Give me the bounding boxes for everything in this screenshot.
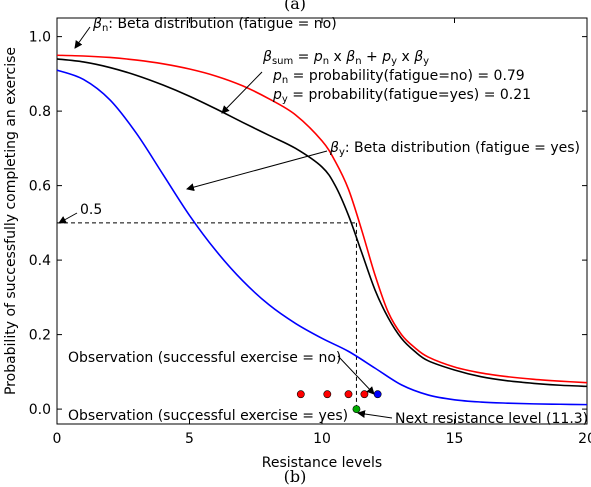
pn-annotation: pn = probability(fatigue=no) = 0.79 (272, 68, 525, 86)
x-tick-label: 15 (446, 431, 464, 447)
series-line-beta-n (56, 54, 588, 384)
x-tick-label: 0 (53, 431, 62, 447)
obs-yes-annotation: Observation (successful exercise = yes) (68, 408, 348, 424)
arrow-next-level (357, 410, 393, 419)
y-tick-label: 0.2 (29, 328, 51, 344)
observation-failed-point (296, 390, 305, 399)
series-line-beta-y (56, 69, 588, 406)
bottom-caption: (b) (284, 467, 307, 486)
observation-success-point (373, 390, 382, 399)
series-line-beta-sum (56, 58, 588, 388)
y-tick-label: 0.6 (29, 179, 51, 195)
arrow-beta-sum (221, 71, 263, 114)
top-caption: (a) (284, 0, 306, 13)
arrow-beta-n (74, 26, 91, 49)
y-tick-label: 0.8 (29, 104, 51, 120)
x-tick-label: 20 (578, 431, 591, 447)
next-level-point (352, 405, 361, 414)
x-tick-label: 10 (313, 431, 331, 447)
annotation-arrows (58, 26, 393, 419)
y-tick-label: 1.0 (29, 30, 51, 46)
beta-n-annotation: βn: Beta distribution (fatigue = no) (92, 16, 337, 34)
beta-y-annotation: βy: Beta distribution (fatigue = yes) (329, 140, 580, 158)
arrow-half-label (58, 212, 78, 224)
observation-failed-point (344, 390, 353, 399)
arrow-obs-no (337, 355, 375, 395)
obs-no-annotation: Observation (successful exercise = no) (68, 350, 341, 366)
series-curves (56, 54, 588, 406)
y-axis-label: Probability of successfully completing a… (3, 47, 19, 395)
py-annotation: py = probability(fatigue=yes) = 0.21 (272, 87, 531, 105)
x-tick-label: 5 (185, 431, 194, 447)
beta-sum-annotation: βsum = pn x βn + py x βy (262, 49, 429, 67)
half-label: 0.5 (80, 202, 102, 218)
observation-points (296, 390, 382, 414)
axis-ticks: 0 5 10 15 20 0.0 0.2 0.4 0.6 0.8 1.0 (29, 18, 591, 447)
y-tick-label: 0.0 (29, 402, 51, 418)
x-axis-label: Resistance levels (262, 455, 382, 471)
y-tick-label: 0.4 (29, 253, 51, 269)
reference-lines (57, 222, 357, 410)
next-level-annotation: Next resistance level (11.3) (395, 411, 588, 427)
arrow-beta-y (186, 150, 328, 192)
observation-failed-point (360, 390, 369, 399)
observation-failed-point (323, 390, 332, 399)
